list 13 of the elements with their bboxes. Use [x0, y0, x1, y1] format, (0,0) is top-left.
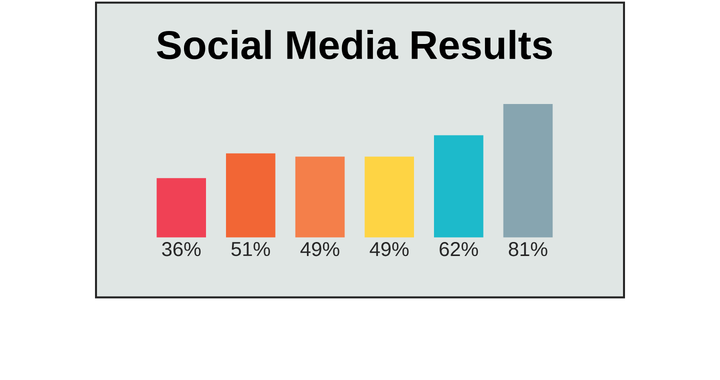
- data-label: 49%: [300, 242, 340, 256]
- data-label: 49%: [370, 242, 409, 256]
- bar: [156, 178, 206, 238]
- data-label: 81%: [508, 242, 548, 256]
- bar: [295, 156, 345, 238]
- bar: [503, 104, 553, 238]
- chart-title: Social Media Results: [156, 30, 552, 60]
- bar: [434, 135, 484, 238]
- bar: [364, 156, 414, 238]
- data-label: 36%: [162, 242, 201, 256]
- data-label: 62%: [440, 242, 478, 256]
- bar: [226, 153, 276, 238]
- data-label: 51%: [231, 242, 270, 256]
